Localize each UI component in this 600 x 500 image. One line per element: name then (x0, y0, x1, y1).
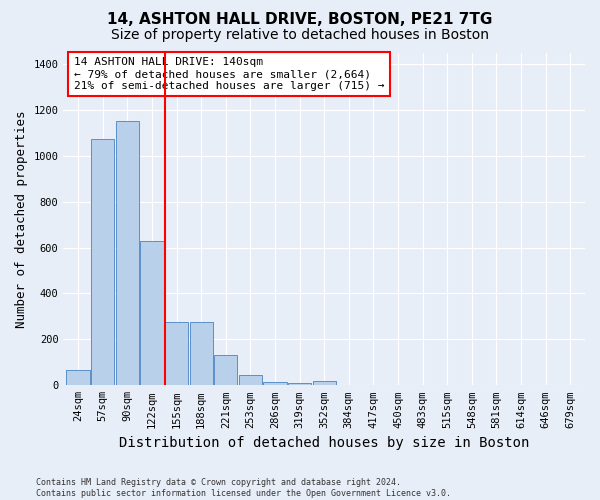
Bar (165, 322, 188, 386)
Bar (140, 240, 164, 386)
X-axis label: Distribution of detached houses by size in Boston: Distribution of detached houses by size … (119, 436, 529, 450)
Text: Size of property relative to detached houses in Boston: Size of property relative to detached ho… (111, 28, 489, 42)
Bar (288, 383, 311, 386)
Text: 14 ASHTON HALL DRIVE: 140sqm
← 79% of detached houses are smaller (2,664)
21% of: 14 ASHTON HALL DRIVE: 140sqm ← 79% of de… (74, 58, 385, 90)
Bar (313, 380, 336, 386)
Bar (116, 122, 139, 386)
Text: Contains HM Land Registry data © Crown copyright and database right 2024.
Contai: Contains HM Land Registry data © Crown c… (36, 478, 451, 498)
Y-axis label: Number of detached properties: Number of detached properties (15, 110, 28, 328)
Bar (263, 382, 287, 386)
Bar (67, 370, 90, 386)
Bar (91, 138, 115, 386)
Text: 14, ASHTON HALL DRIVE, BOSTON, PE21 7TG: 14, ASHTON HALL DRIVE, BOSTON, PE21 7TG (107, 12, 493, 28)
Bar (239, 375, 262, 386)
Bar (190, 322, 213, 386)
Bar (214, 356, 238, 386)
